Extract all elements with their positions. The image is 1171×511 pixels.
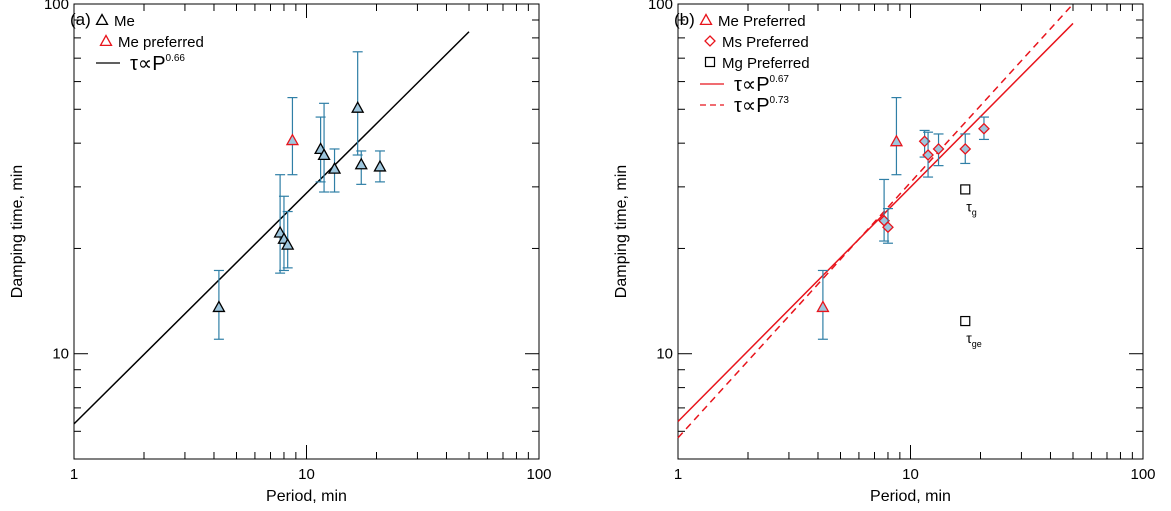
x-tick-label: 100: [526, 466, 551, 483]
data-point: [882, 207, 894, 244]
panel-b-x-axis-label: Period, min: [870, 488, 951, 505]
data-point: [317, 102, 331, 193]
diamond-legend-marker: [704, 35, 716, 47]
legend-label: Ms Preferred: [722, 34, 809, 51]
extra-point-label: τge: [966, 330, 982, 349]
legend-label-base: τ∝P: [734, 74, 770, 96]
extra-point-symbol: τ: [966, 330, 972, 346]
legend-label: τ∝P0.66: [130, 53, 185, 75]
data-point: [281, 210, 295, 269]
data-point: [351, 51, 365, 156]
panel-b-fit-lines: [677, 3, 1074, 439]
legend-entry: Mg Preferred: [704, 55, 810, 72]
legend-label: Me: [114, 13, 135, 30]
legend-entry: Me Preferred: [699, 13, 806, 30]
triangle-marker: [317, 148, 331, 161]
panel-b-y-axis-label: Damping time, min: [613, 165, 630, 298]
x-tick-label: 1: [70, 466, 78, 483]
legend-label: τ∝P0.73: [734, 95, 789, 117]
data-point: [816, 269, 830, 340]
legend-label: τ∝P0.67: [734, 74, 789, 96]
data-point: [212, 269, 226, 340]
square-legend-marker: [704, 56, 716, 68]
diamond-marker: [932, 143, 945, 155]
data-point: [978, 116, 990, 141]
data-point: [922, 131, 934, 178]
fit-line: [73, 31, 470, 425]
panel-a-data-points: [212, 51, 387, 340]
diamond-marker: [882, 221, 894, 234]
legend-label-exponent: 0.73: [770, 95, 790, 106]
panel-a-chart: 1 10 100 10 100 (a) Me Me preferred τ∝P0.66 Per…: [9, 0, 552, 505]
triangle-marker: [351, 100, 365, 113]
y-tick-label: 10: [52, 346, 69, 363]
data-point: [959, 133, 972, 165]
data-point: [889, 96, 904, 176]
triangle-marker: [327, 161, 342, 174]
extra-point: τge: [960, 315, 982, 349]
triangle-marker: [373, 159, 387, 172]
legend-entry: Ms Preferred: [704, 34, 809, 51]
panel-b-data-points: [816, 96, 990, 340]
x-tick-label: 100: [1130, 466, 1155, 483]
data-point: [327, 148, 342, 193]
triangle-marker: [285, 133, 300, 146]
diamond-marker: [922, 149, 934, 161]
triangle-marker: [889, 134, 904, 147]
data-point: [932, 133, 945, 167]
square-marker: [960, 315, 971, 327]
y-tick-label: 10: [656, 346, 673, 363]
triangle-marker: [816, 300, 830, 313]
diamond-marker: [959, 143, 972, 155]
legend-label-base: τ∝P: [130, 53, 166, 75]
triangle-legend-marker: [699, 13, 713, 26]
x-tick-label: 10: [298, 466, 315, 483]
extra-point: τg: [960, 184, 977, 217]
triangle-marker: [354, 157, 368, 170]
legend-label: Mg Preferred: [722, 55, 810, 72]
legend-label: Me preferred: [118, 34, 204, 51]
data-point: [285, 96, 300, 176]
panel-b-axes: 1 10 100 10 100: [648, 0, 1156, 483]
x-tick-label: 1: [674, 466, 682, 483]
y-tick-label: 100: [648, 0, 673, 13]
panel-a-fit-lines: [73, 31, 470, 425]
legend-entry: τ∝P0.67: [700, 74, 789, 96]
fit-line: [677, 3, 1074, 439]
diamond-marker: [978, 122, 990, 135]
panel-a-x-axis-label: Period, min: [266, 488, 347, 505]
legend-entry: Me preferred: [99, 34, 204, 51]
legend-entry: τ∝P0.66: [96, 53, 185, 75]
panel-b-plot-frame: [677, 3, 1144, 460]
triangle-marker: [212, 300, 226, 313]
square-marker: [960, 184, 971, 195]
extra-point-subscript: ge: [972, 339, 982, 349]
triangle-marker: [281, 237, 295, 250]
panel-label: (a): [70, 10, 91, 29]
data-point: [354, 150, 368, 185]
legend-label: Me Preferred: [718, 13, 806, 30]
legend-label-exponent: 0.66: [166, 53, 186, 64]
panel-a-legend: (a) Me Me preferred τ∝P0.66: [70, 10, 204, 75]
extra-point-subscript: g: [972, 207, 977, 217]
panel-label: (b): [674, 10, 695, 29]
panel-a-axes: 1 10 100 10 100: [44, 0, 552, 483]
legend-entry: τ∝P0.73: [700, 95, 789, 117]
fit-line: [677, 22, 1074, 423]
x-tick-label: 10: [902, 466, 919, 483]
legend-label-base: τ∝P: [734, 95, 770, 117]
legend-label-exponent: 0.67: [770, 74, 790, 85]
panel-a-y-axis-label: Damping time, min: [9, 165, 26, 298]
triangle-legend-marker: [95, 13, 109, 26]
legend-entry: Me: [95, 13, 135, 30]
panel-b-legend: (b) Me Preferred Ms Preferred Mg Preferred τ…: [674, 10, 810, 117]
triangle-legend-marker: [99, 34, 113, 47]
extra-point-label: τg: [966, 198, 977, 217]
y-tick-label: 100: [44, 0, 69, 13]
extra-point-symbol: τ: [966, 198, 972, 214]
data-point: [373, 150, 387, 183]
